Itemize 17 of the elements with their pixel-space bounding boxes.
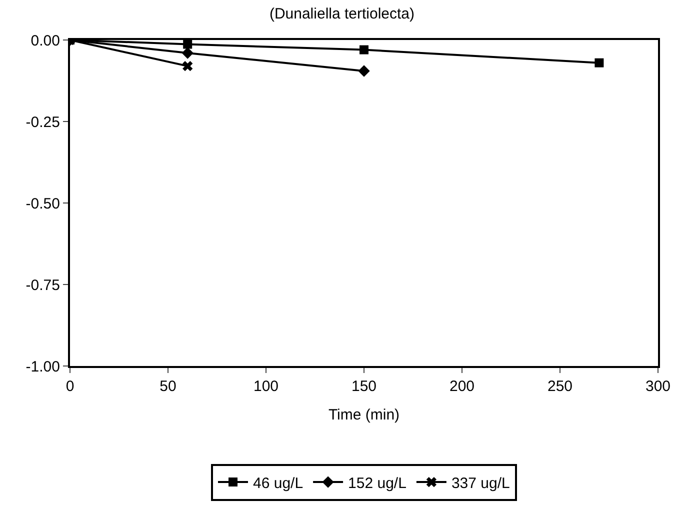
legend-label: 337 ug/L xyxy=(451,474,510,492)
x-tick-label: 300 xyxy=(645,378,671,395)
y-tick-label: -0.75 xyxy=(26,276,60,294)
x-tick-label: 200 xyxy=(449,378,475,395)
y-tick-label: -1.00 xyxy=(26,358,60,376)
y-tick-label: 0.00 xyxy=(30,32,60,50)
x-tick-label: 100 xyxy=(253,378,279,395)
legend-label: 152 ug/L xyxy=(348,474,406,492)
x-tick-label: 150 xyxy=(351,378,377,395)
chart-title: (Dunaliella tertiolecta) xyxy=(269,5,415,22)
y-tick-label: -0.25 xyxy=(26,114,60,131)
x-tick-label: 50 xyxy=(160,378,176,395)
x-axis-title: Time (min) xyxy=(328,406,400,424)
x-tick-label: 250 xyxy=(547,378,573,395)
y-tick-label: -0.50 xyxy=(26,195,60,212)
x-tick-label: 0 xyxy=(66,378,74,395)
legend-label: 46 ug/L xyxy=(253,474,304,492)
